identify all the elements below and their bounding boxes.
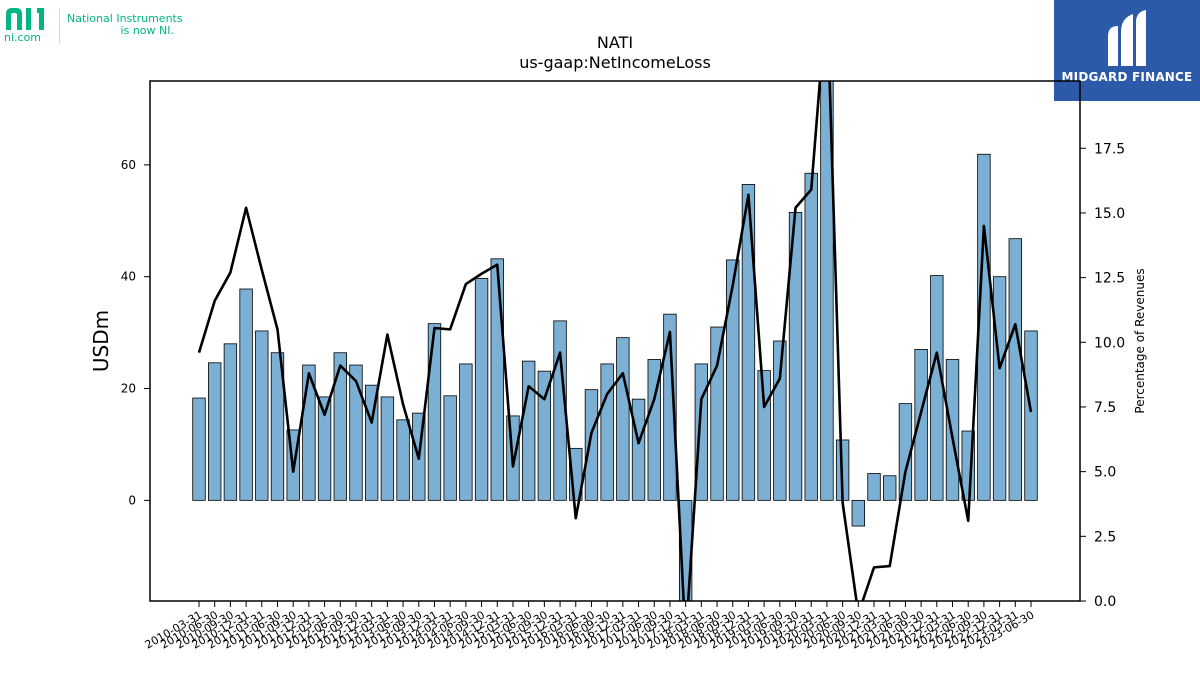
bar-2014-12-31 bbox=[490, 258, 504, 501]
y2-tick-label: 5.0 bbox=[1094, 465, 1116, 481]
bar-2018-12-31 bbox=[741, 184, 756, 501]
bar-2023-03-31 bbox=[1008, 238, 1022, 501]
bar-2015-09-30 bbox=[537, 370, 552, 501]
ni-url-text: ni.com bbox=[4, 31, 42, 44]
bar-2010-12-31 bbox=[239, 288, 253, 501]
bar-2016-12-31 bbox=[616, 337, 630, 501]
y-tick-label: 0 bbox=[128, 493, 136, 507]
bar-2022-03-31 bbox=[945, 359, 960, 501]
y-tick-label: 20 bbox=[121, 382, 136, 396]
y2-axis-label: Percentage of Revenues bbox=[1133, 268, 1147, 413]
brand-mark-icon bbox=[1108, 10, 1146, 66]
bar-2023-06-30 bbox=[1024, 330, 1038, 501]
ni-logo-mark-icon bbox=[6, 8, 44, 30]
bar-2010-06-30 bbox=[208, 362, 222, 501]
bar-2014-03-31 bbox=[443, 395, 457, 501]
chart-subtitle: us-gaap:NetIncomeLoss bbox=[519, 53, 711, 72]
bar-2010-09-30 bbox=[223, 343, 238, 501]
bar-2012-03-31 bbox=[317, 396, 332, 501]
brand-name: MIDGARD FINANCE bbox=[1061, 70, 1193, 84]
bar-series bbox=[192, 81, 1038, 601]
bar-2013-03-31 bbox=[380, 396, 395, 501]
bar-2018-06-30 bbox=[710, 326, 724, 501]
y-axis-right: 0.0 2.5 5.0 7.5 10.0 12.5 15.0 17.5 bbox=[1080, 141, 1125, 610]
y2-tick-label: 15.0 bbox=[1094, 206, 1125, 222]
ratio-line-series bbox=[197, 81, 1033, 601]
bar-2016-09-30 bbox=[600, 363, 614, 501]
bar-2017-09-30 bbox=[663, 313, 677, 501]
bar-2013-06-30 bbox=[396, 419, 410, 501]
ni-tagline-line-1: National Instruments bbox=[67, 12, 183, 25]
y2-tick-label: 7.5 bbox=[1094, 400, 1116, 416]
bar-2017-03-31 bbox=[631, 398, 646, 501]
bar-2018-09-30 bbox=[726, 259, 740, 501]
bar-2010-03-31 bbox=[192, 397, 206, 501]
y2-tick-label: 0.0 bbox=[1094, 594, 1116, 610]
y-axis-left: 0 20 40 60 bbox=[121, 158, 150, 507]
bar-2021-09-30 bbox=[914, 348, 928, 501]
bar-2011-06-30 bbox=[270, 352, 285, 501]
y-tick-label: 60 bbox=[121, 158, 136, 172]
bar-2020-03-31 bbox=[820, 81, 834, 501]
bar-2012-06-30 bbox=[333, 352, 347, 501]
bar-2019-06-30 bbox=[773, 340, 787, 501]
y2-tick-label: 12.5 bbox=[1094, 271, 1125, 287]
y2-tick-label: 2.5 bbox=[1094, 529, 1116, 545]
bar-2021-12-31 bbox=[930, 275, 944, 501]
y2-tick-label: 17.5 bbox=[1094, 141, 1125, 157]
x-axis: 2010-03-312010-06-302010-09-302010-12-31… bbox=[143, 601, 1037, 652]
bar-2015-06-30 bbox=[521, 360, 536, 501]
bar-2012-09-30 bbox=[349, 364, 363, 501]
bar-2022-12-31 bbox=[992, 276, 1007, 501]
bar-2011-03-31 bbox=[255, 330, 269, 501]
bar-2013-12-31 bbox=[427, 323, 442, 501]
bar-2020-12-31 bbox=[867, 473, 881, 501]
bar-2014-06-30 bbox=[459, 363, 473, 501]
bar-2021-03-31 bbox=[883, 475, 897, 501]
ni-divider bbox=[59, 8, 60, 44]
y-axis-label: USDm bbox=[89, 310, 113, 372]
chart-title: NATI bbox=[597, 33, 633, 52]
bar-2014-09-30 bbox=[474, 277, 489, 501]
plot-frame bbox=[149, 80, 1081, 602]
brand-logo[interactable]: MIDGARD FINANCE bbox=[1054, 0, 1200, 101]
y-tick-label: 40 bbox=[121, 270, 136, 284]
bar-2019-12-31 bbox=[804, 172, 818, 501]
bar-2020-09-30 bbox=[851, 499, 865, 527]
y2-tick-label: 10.0 bbox=[1094, 335, 1125, 351]
bar-2017-06-30 bbox=[647, 359, 661, 501]
bar-2016-06-30 bbox=[584, 389, 599, 501]
ni-logo[interactable]: ni.com National Instruments is now NI. bbox=[4, 4, 194, 46]
ni-tagline-line-2: is now NI. bbox=[120, 24, 174, 37]
